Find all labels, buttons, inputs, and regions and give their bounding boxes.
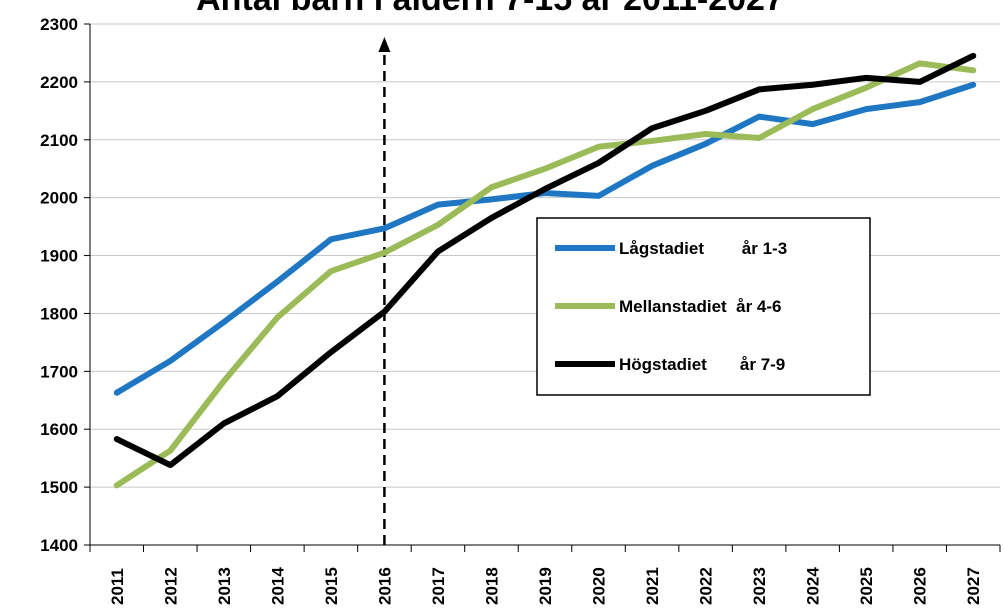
- y-tick-label: 1600: [40, 420, 78, 439]
- x-tick-label: 2022: [697, 567, 716, 605]
- series-line: [113, 52, 977, 469]
- y-tick-label: 1500: [40, 478, 78, 497]
- x-tick-label: 2020: [590, 567, 609, 605]
- x-tick-label: 2027: [964, 567, 983, 605]
- x-tick-label: 2014: [268, 567, 287, 605]
- legend-label: Mellanstadiet år 4-6: [619, 297, 782, 316]
- x-tick-label: 2023: [750, 567, 769, 605]
- x-tick-label: 2019: [536, 567, 555, 605]
- chart-title: Antal barn i åldern 7-15 år 2011-2027: [196, 0, 784, 18]
- x-tick-label: 2017: [429, 567, 448, 605]
- x-tick-label: 2024: [804, 567, 823, 605]
- arrow-head: [378, 37, 391, 52]
- x-tick-label: 2025: [857, 567, 876, 605]
- y-tick-label: 2300: [40, 15, 78, 34]
- y-tick-label: 1400: [40, 536, 78, 555]
- x-tick-label: 2015: [322, 567, 341, 605]
- x-tick-label: 2026: [911, 567, 930, 605]
- x-tick-label: 2011: [108, 568, 127, 605]
- legend: Lågstadiet år 1-3 Mellanstadiet år 4-6 Hög…: [536, 217, 871, 396]
- y-tick-label: 1700: [40, 362, 78, 381]
- x-tick-label: 2016: [375, 567, 394, 605]
- y-tick-label: 1800: [40, 304, 78, 323]
- x-tick-label: 2021: [643, 567, 662, 605]
- y-tick-label: 1900: [40, 247, 78, 266]
- x-tick-label: 2018: [482, 567, 501, 605]
- y-tick-label: 2200: [40, 73, 78, 92]
- legend-label: Högstadiet år 7-9: [619, 355, 785, 374]
- legend-label: Lågstadiet år 1-3: [619, 239, 787, 258]
- series-line: [113, 81, 977, 396]
- x-tick-label: 2012: [161, 567, 180, 605]
- y-tick-label: 2000: [40, 189, 78, 208]
- y-tick-label: 2100: [40, 131, 78, 150]
- x-tick-label: 2013: [215, 567, 234, 605]
- series-line: [113, 60, 977, 489]
